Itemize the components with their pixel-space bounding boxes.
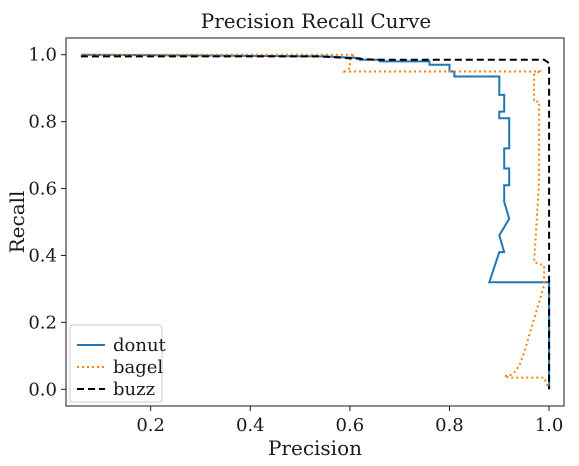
y-tick-label: 0.6 — [28, 179, 57, 200]
y-axis-label: Recall — [5, 191, 29, 254]
y-tick-label: 0.4 — [28, 245, 57, 266]
y-tick-label: 0.0 — [28, 379, 57, 400]
y-tick-label: 0.8 — [28, 112, 57, 133]
x-axis-label: Precision — [268, 436, 362, 460]
y-tick-label: 1.0 — [28, 45, 57, 66]
y-axis-ticks: 0.0 0.2 0.4 0.6 0.8 1.0 — [28, 45, 66, 400]
y-tick-label: 0.2 — [28, 312, 57, 333]
series-line-buzz — [80, 55, 551, 390]
x-tick-label: 0.4 — [236, 415, 265, 436]
x-tick-label: 0.2 — [136, 415, 165, 436]
chart-title: Precision Recall Curve — [201, 9, 431, 33]
series-line-bagel — [80, 53, 551, 390]
x-tick-label: 1.0 — [535, 415, 564, 436]
plot-series-group — [80, 53, 551, 390]
x-tick-label: 0.6 — [336, 415, 365, 436]
x-axis-ticks: 0.2 0.4 0.6 0.8 1.0 — [136, 406, 563, 436]
series-line-donut — [80, 53, 551, 390]
x-tick-label: 0.8 — [435, 415, 464, 436]
legend-label-buzz: buzz — [113, 379, 155, 400]
plot-frame — [65, 37, 565, 407]
legend-label-bagel: bagel — [113, 357, 163, 378]
legend-label-donut: donut — [113, 335, 167, 356]
